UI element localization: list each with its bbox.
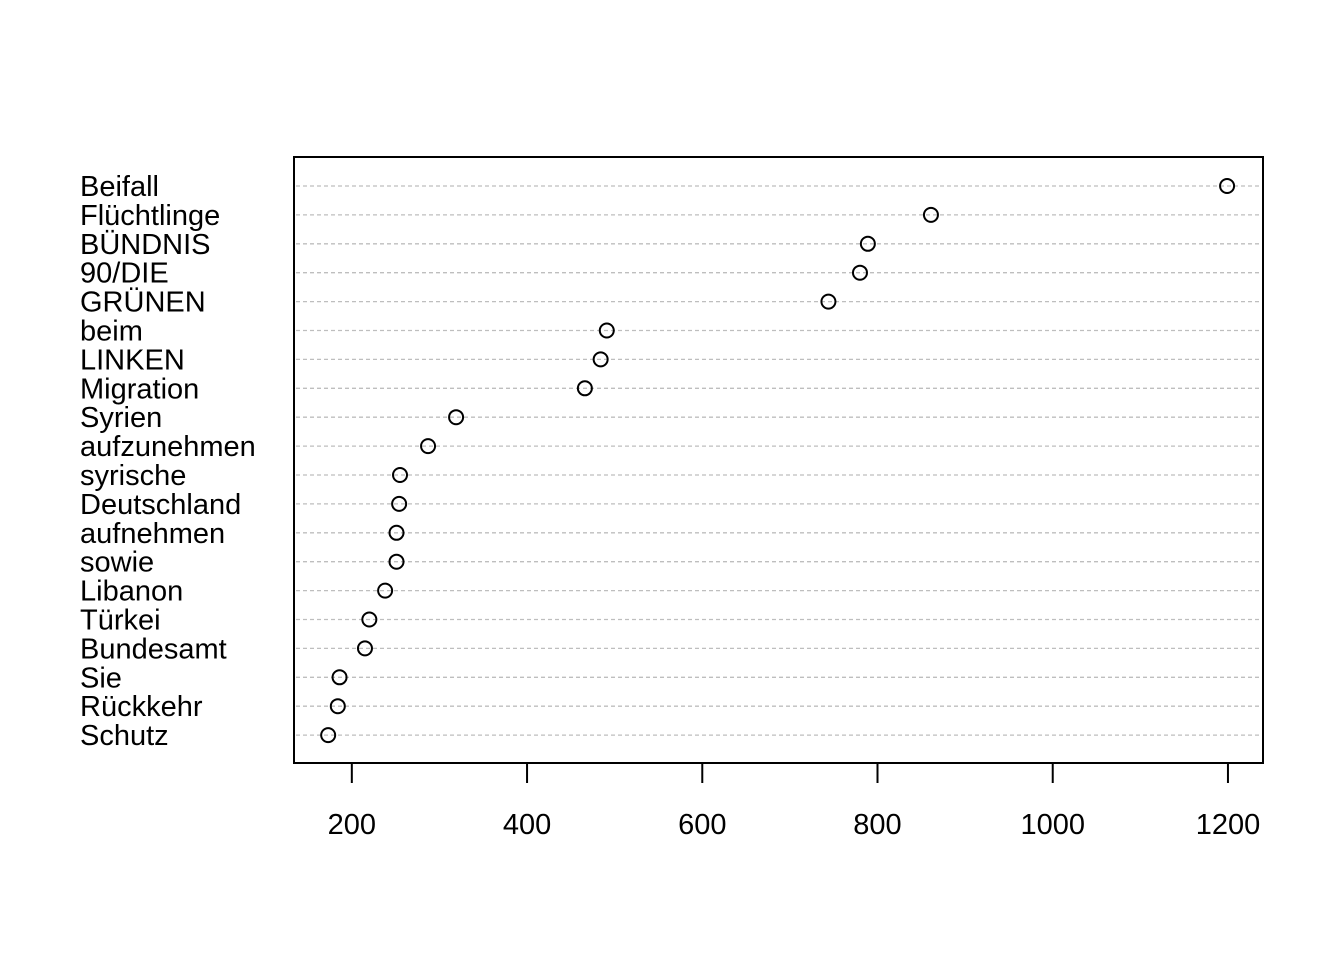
category-label: 90/DIE: [80, 258, 169, 290]
x-tick-label: 400: [503, 809, 551, 841]
data-point: [922, 206, 939, 223]
data-point: [851, 264, 868, 281]
data-points: [320, 178, 1236, 744]
category-label: Migration: [80, 373, 199, 405]
category-label: LINKEN: [80, 344, 185, 376]
data-point: [329, 698, 346, 715]
data-point: [420, 438, 437, 455]
x-tick-label: 1000: [1020, 809, 1085, 841]
category-label: aufnehmen: [80, 518, 225, 550]
plot-frame: [293, 156, 1264, 764]
data-point: [448, 409, 465, 426]
category-label: Türkei: [80, 605, 161, 637]
category-label: sowie: [80, 547, 154, 579]
category-label: BÜNDNIS: [80, 229, 211, 261]
guide-lines: [296, 185, 1261, 736]
x-tick-label: 200: [328, 809, 376, 841]
data-point: [320, 727, 337, 744]
data-point: [361, 611, 378, 628]
x-tick-label: 1200: [1196, 809, 1261, 841]
category-label: Beifall: [80, 171, 159, 203]
category-label: aufzunehmen: [80, 431, 256, 463]
category-labels: BeifallFlüchtlingeBÜNDNIS90/DIEGRÜNENbei…: [80, 171, 256, 752]
category-label: Syrien: [80, 402, 162, 434]
data-point: [377, 582, 394, 599]
data-point: [1219, 178, 1236, 194]
category-label: Bundesamt: [80, 633, 227, 665]
x-axis: 200 400 600 800 1000 1200: [328, 762, 1261, 841]
data-point: [331, 669, 348, 686]
data-point: [356, 640, 373, 657]
category-label: Deutschland: [80, 489, 241, 521]
data-point: [391, 495, 408, 512]
data-point: [592, 351, 609, 368]
data-point: [859, 235, 876, 252]
category-label: beim: [80, 316, 143, 348]
x-tick-label: 800: [853, 809, 901, 841]
data-point: [388, 553, 405, 570]
data-point: [598, 322, 615, 339]
data-point: [820, 293, 837, 310]
category-label: GRÜNEN: [80, 287, 206, 319]
category-label: Libanon: [80, 576, 183, 608]
category-label: Sie: [80, 662, 122, 694]
x-tick-label: 600: [678, 809, 726, 841]
category-label: Flüchtlinge: [80, 200, 220, 232]
category-label: Schutz: [80, 720, 169, 752]
category-label: Rückkehr: [80, 691, 203, 723]
category-label: syrische: [80, 460, 186, 492]
data-point: [388, 524, 405, 541]
data-point: [392, 467, 409, 483]
data-point: [576, 380, 593, 397]
